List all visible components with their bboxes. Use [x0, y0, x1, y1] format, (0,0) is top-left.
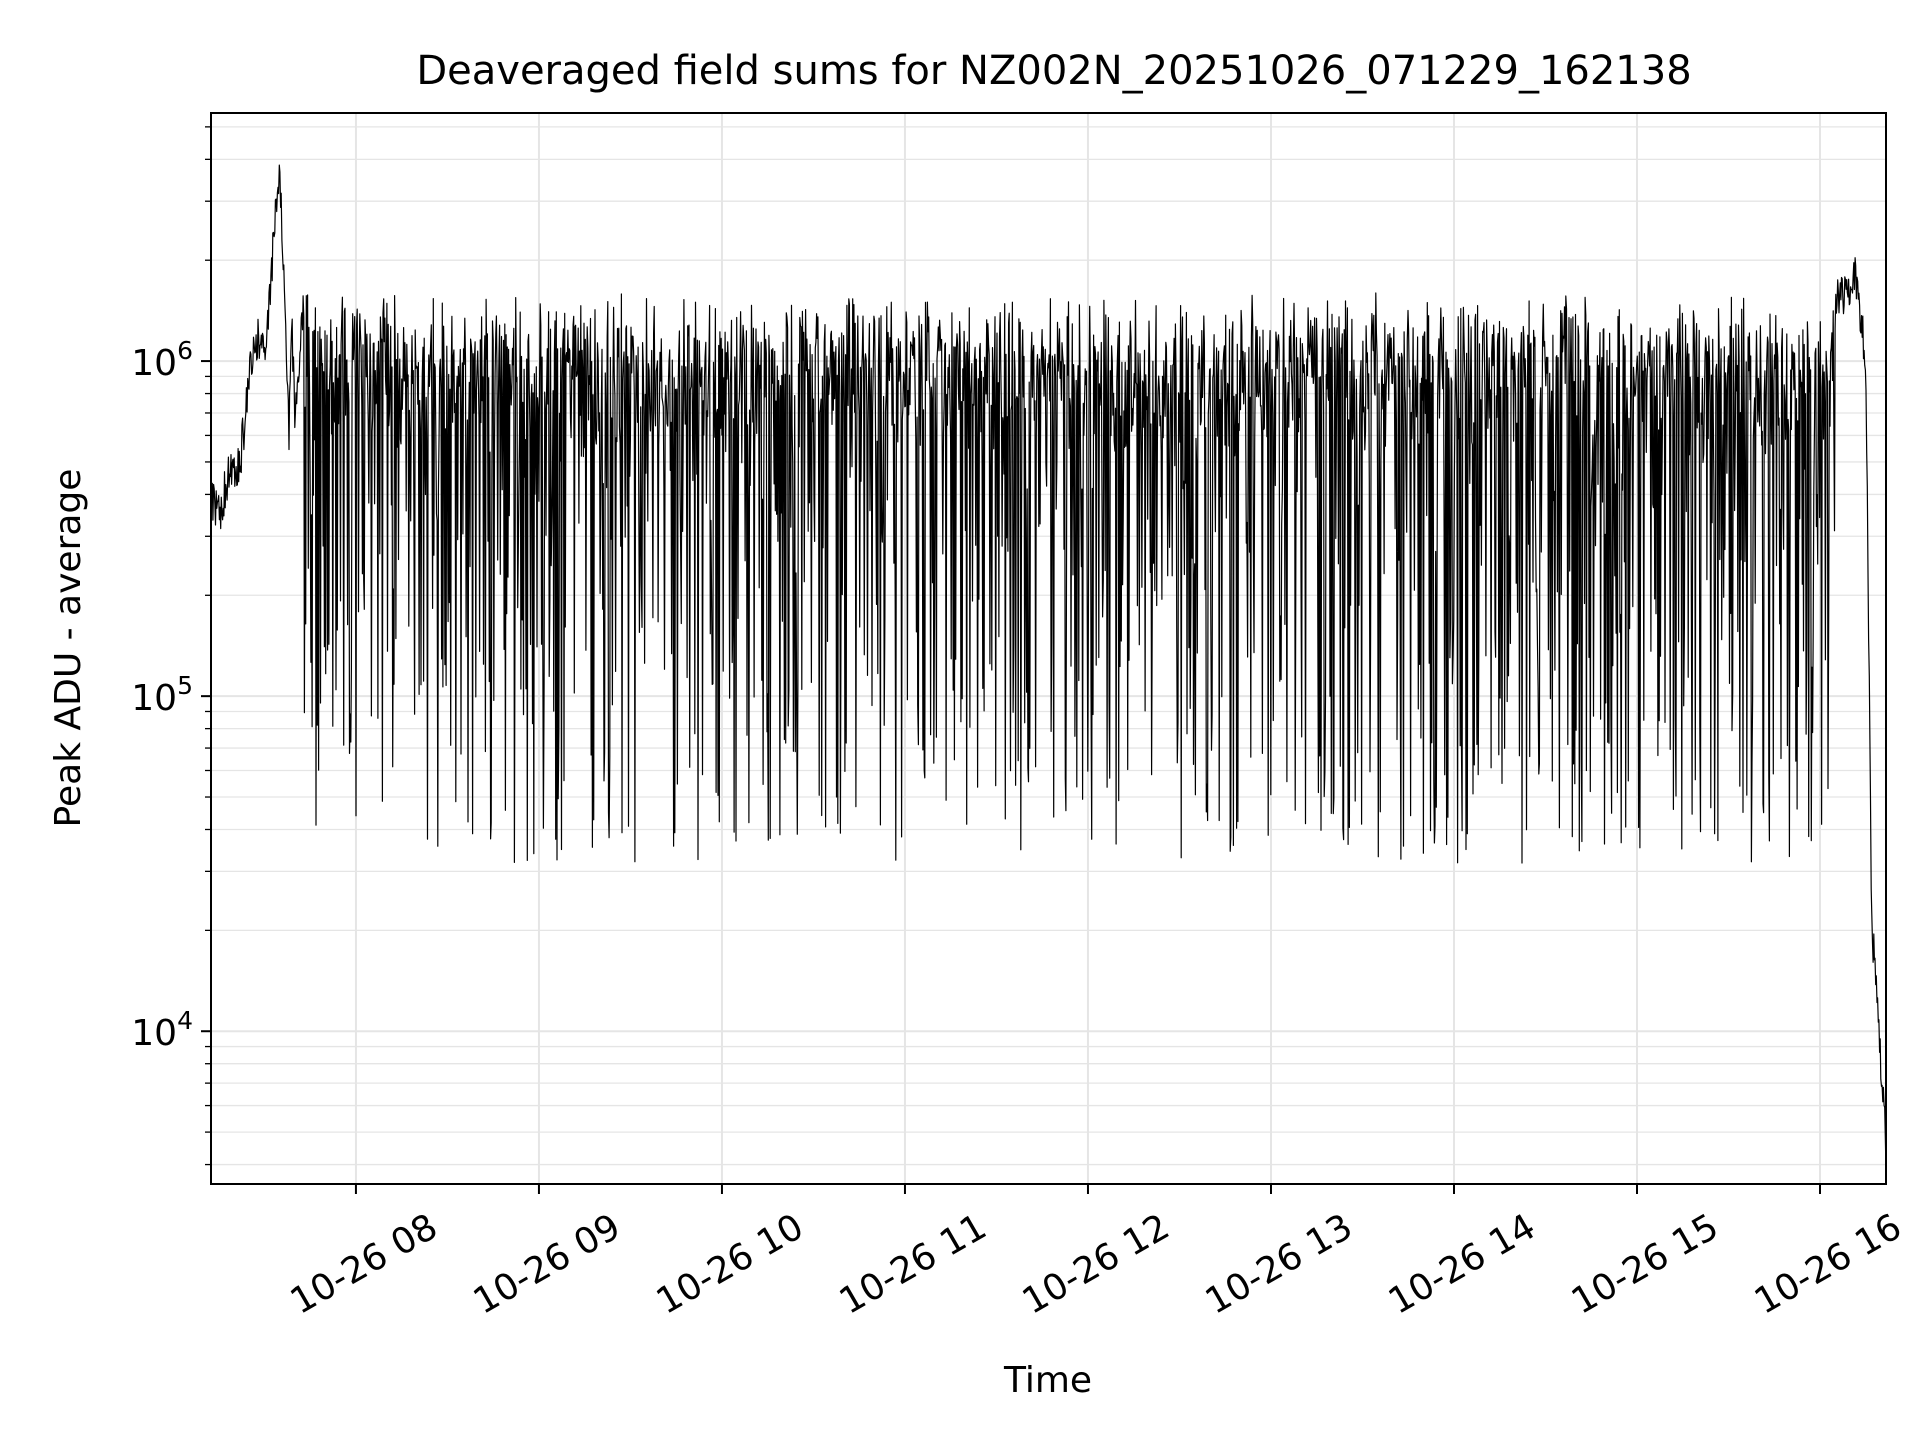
y-tick-label: 104 — [131, 1006, 193, 1054]
x-tick-label: 10-26 10 — [650, 1206, 811, 1322]
y-tick-label: 105 — [131, 671, 193, 719]
x-tick-label: 10-26 12 — [1016, 1206, 1177, 1322]
series-line — [210, 164, 1887, 1172]
grid — [211, 113, 1886, 1184]
y-tick-label: 106 — [131, 336, 193, 384]
x-tick-label: 10-26 14 — [1382, 1206, 1543, 1322]
x-tick-label: 10-26 08 — [284, 1206, 445, 1322]
chart-title: Deaveraged field sums for NZ002N_2025102… — [416, 48, 1691, 94]
y-axis-ticks: 104 105 106 — [131, 126, 211, 1166]
x-tick-label: 10-26 16 — [1748, 1206, 1909, 1322]
x-tick-label: 10-26 09 — [467, 1206, 628, 1322]
x-axis-ticks: 10-26 08 10-26 09 10-26 10 10-26 11 10-26 12… — [284, 1184, 1909, 1323]
x-tick-label: 10-26 11 — [833, 1206, 994, 1322]
plot-frame — [210, 112, 1887, 1185]
y-axis-label: Peak ADU - average — [48, 469, 89, 828]
x-tick-label: 10-26 15 — [1565, 1206, 1726, 1322]
x-axis-label: Time — [1003, 1360, 1092, 1401]
x-tick-label: 10-26 13 — [1199, 1206, 1360, 1322]
